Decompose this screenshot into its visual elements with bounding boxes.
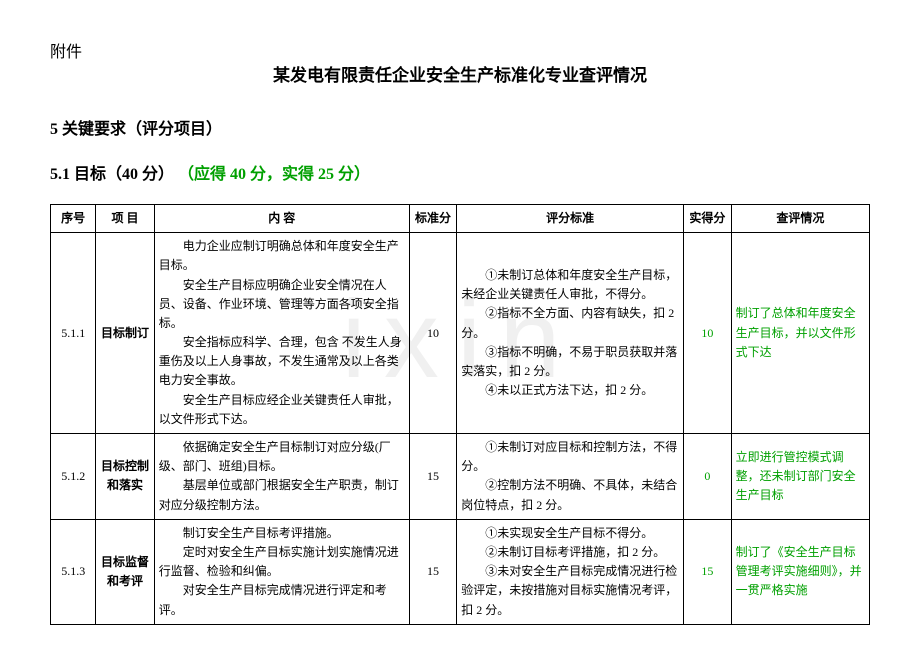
attachment-label: 附件 [50, 40, 82, 66]
cell-act-score: 0 [684, 434, 732, 520]
content-line: 依据确定安全生产目标制订对应分级(厂级、部门、班组)目标。 [159, 438, 405, 476]
content-line: 制订安全生产目标考评措施。 [159, 524, 405, 543]
criteria-line: ④未以正式方法下达，扣 2 分。 [461, 381, 679, 400]
content-line: 安全生产目标应经企业关键责任人审批，以文件形式下达。 [159, 391, 405, 429]
content-line: 电力企业应制订明确总体和年度安全生产目标。 [159, 237, 405, 275]
cell-std-score: 15 [409, 434, 457, 520]
cell-seq: 5.1.2 [51, 434, 96, 520]
criteria-line: ②未制订目标考评措施，扣 2 分。 [461, 543, 679, 562]
cell-act-score: 15 [684, 519, 732, 624]
subsection-score-note: （应得 40 分，实得 25 分） [178, 166, 370, 183]
criteria-line: ①未制订总体和年度安全生产目标，未经企业关键责任人审批，不得分。 [461, 266, 679, 304]
subsection-prefix: 5.1 目标（40 分） [50, 166, 174, 183]
content-line: 基层单位或部门根据安全生产职责，制订对应分级控制方法。 [159, 476, 405, 514]
cell-criteria: ①未制订对应目标和控制方法，不得分。②控制方法不明确、不具体，未结合岗位特点，扣… [457, 434, 684, 520]
content-line: 安全指标应科学、合理，包含 不发生人身重伤及以上人身事故，不发生通常及以上各类电… [159, 333, 405, 391]
subsection-heading: 5.1 目标（40 分） （应得 40 分，实得 25 分） [50, 162, 870, 188]
th-criteria: 评分标准 [457, 204, 684, 232]
criteria-line: ③未对安全生产目标完成情况进行检验评定，未按措施对目标实施情况考评，扣 2 分。 [461, 562, 679, 620]
cell-std-score: 10 [409, 233, 457, 434]
criteria-line: ①未实现安全生产目标不得分。 [461, 524, 679, 543]
cell-criteria: ①未制订总体和年度安全生产目标，未经企业关键责任人审批，不得分。②指标不全方面、… [457, 233, 684, 434]
cell-item: 目标监督和考评 [96, 519, 154, 624]
cell-std-score: 15 [409, 519, 457, 624]
table-header-row: 序号 项 目 内 容 标准分 评分标准 实得分 查评情况 [51, 204, 870, 232]
cell-seq: 5.1.3 [51, 519, 96, 624]
content-line: 安全生产目标应明确企业安全情况在人员、设备、作业环境、管理等方面各项安全指标。 [159, 276, 405, 334]
main-title: 某发电有限责任企业安全生产标准化专业查评情况 [273, 66, 647, 85]
cell-review: 立即进行管控模式调整，还未制订部门安全生产目标 [731, 434, 869, 520]
evaluation-table: 序号 项 目 内 容 标准分 评分标准 实得分 查评情况 5.1.1目标制订电力… [50, 204, 870, 625]
table-row: 5.1.3目标监督和考评制订安全生产目标考评措施。定时对安全生产目标实施计划实施… [51, 519, 870, 624]
criteria-line: ②指标不全方面、内容有缺失，扣 2 分。 [461, 304, 679, 342]
cell-review: 制订了总体和年度安全生产目标，并以文件形式下达 [731, 233, 869, 434]
criteria-line: ③指标不明确，不易于职员获取并落实落实，扣 2 分。 [461, 343, 679, 381]
cell-review: 制订了《安全生产目标管理考评实施细则》，并一贯严格实施 [731, 519, 869, 624]
th-item: 项 目 [96, 204, 154, 232]
section-heading: 5 关键要求（评分项目） [50, 117, 870, 143]
cell-content: 电力企业应制订明确总体和年度安全生产目标。安全生产目标应明确企业安全情况在人员、… [154, 233, 409, 434]
th-content: 内 容 [154, 204, 409, 232]
cell-criteria: ①未实现安全生产目标不得分。②未制订目标考评措施，扣 2 分。③未对安全生产目标… [457, 519, 684, 624]
criteria-line: ①未制订对应目标和控制方法，不得分。 [461, 438, 679, 476]
main-title-row: 某发电有限责任企业安全生产标准化专业查评情况 [50, 62, 870, 89]
cell-seq: 5.1.1 [51, 233, 96, 434]
content-line: 对安全生产目标完成情况进行评定和考评。 [159, 581, 405, 619]
content-line: 定时对安全生产目标实施计划实施情况进行监督、检验和纠偏。 [159, 543, 405, 581]
cell-content: 依据确定安全生产目标制订对应分级(厂级、部门、班组)目标。基层单位或部门根据安全… [154, 434, 409, 520]
cell-content: 制订安全生产目标考评措施。定时对安全生产目标实施计划实施情况进行监督、检验和纠偏… [154, 519, 409, 624]
cell-item: 目标控制和落实 [96, 434, 154, 520]
cell-item: 目标制订 [96, 233, 154, 434]
criteria-line: ②控制方法不明确、不具体，未结合岗位特点，扣 2 分。 [461, 476, 679, 514]
th-act-score: 实得分 [684, 204, 732, 232]
table-row: 5.1.2目标控制和落实依据确定安全生产目标制订对应分级(厂级、部门、班组)目标… [51, 434, 870, 520]
th-std-score: 标准分 [409, 204, 457, 232]
table-row: 5.1.1目标制订电力企业应制订明确总体和年度安全生产目标。安全生产目标应明确企… [51, 233, 870, 434]
th-seq: 序号 [51, 204, 96, 232]
th-review: 查评情况 [731, 204, 869, 232]
cell-act-score: 10 [684, 233, 732, 434]
